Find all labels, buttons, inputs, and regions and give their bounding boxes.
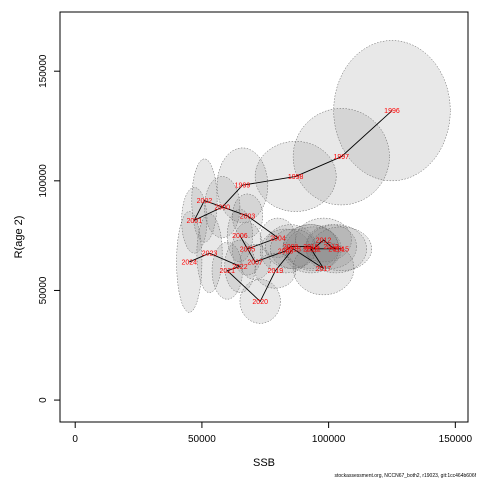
x-axis-label: SSB — [253, 457, 275, 469]
year-label-2024: 2024 — [181, 259, 197, 266]
year-label-2011: 2011 — [306, 246, 321, 253]
year-label-2008: 2008 — [278, 248, 294, 255]
year-label-2013: 2013 — [323, 244, 339, 251]
year-label-2006: 2006 — [232, 233, 248, 240]
year-label-2015: 2015 — [334, 246, 350, 253]
year-label-2022: 2022 — [232, 264, 248, 271]
year-label-2009: 2009 — [283, 244, 299, 251]
year-label-2004: 2004 — [270, 235, 286, 242]
trajectory-lines — [189, 110, 393, 303]
year-label-2020: 2020 — [252, 299, 268, 306]
y-tick-label-50000: 50000 — [38, 276, 49, 304]
uncertainty-ellipses — [176, 40, 451, 324]
ellipse-1996 — [333, 40, 451, 182]
year-label-2014: 2014 — [328, 246, 344, 253]
year-label-1999: 1999 — [235, 183, 251, 190]
year-label-1998: 1998 — [288, 174, 304, 181]
trajectory-line — [189, 110, 393, 303]
year-label-2000: 2000 — [214, 205, 230, 212]
year-label-2016: 2016 — [303, 246, 319, 253]
year-label-2007: 2007 — [247, 259, 263, 266]
y-tick-label-0: 0 — [38, 397, 49, 403]
year-label-2005: 2005 — [240, 246, 256, 253]
year-label-2003: 2003 — [240, 213, 256, 220]
year-label-2019: 2019 — [268, 268, 284, 275]
x-tick-label-100000: 100000 — [312, 434, 346, 445]
year-label-2017: 2017 — [316, 266, 332, 273]
x-axis: 0 50000 100000 150000 — [72, 421, 473, 445]
year-label-2023: 2023 — [202, 251, 218, 258]
y-tick-label-150000: 150000 — [38, 54, 49, 88]
year-label-1996: 1996 — [384, 108, 400, 115]
year-label-2012: 2012 — [316, 238, 332, 245]
year-label-2021: 2021 — [219, 268, 235, 275]
year-label-1997: 1997 — [334, 154, 350, 161]
source-caption: stockassessment.org, NCCN67_both2, r1902… — [334, 473, 476, 479]
y-tick-label-100000: 100000 — [38, 164, 49, 198]
y-axis-label: R(age 2) — [13, 216, 25, 259]
x-tick-label-0: 0 — [72, 434, 78, 445]
year-label-2010: 2010 — [303, 244, 319, 251]
year-label-2001: 2001 — [187, 218, 203, 225]
x-tick-label-50000: 50000 — [188, 434, 216, 445]
year-label-2002: 2002 — [197, 198, 213, 205]
year-label-2018: 2018 — [285, 246, 301, 253]
y-axis: 0 50000 100000 150000 — [38, 54, 61, 403]
year-labels: 1996 1997 1998 1999 2000 2001 2002 2003 2004 2005… — [181, 108, 399, 306]
x-tick-label-150000: 150000 — [439, 434, 473, 445]
